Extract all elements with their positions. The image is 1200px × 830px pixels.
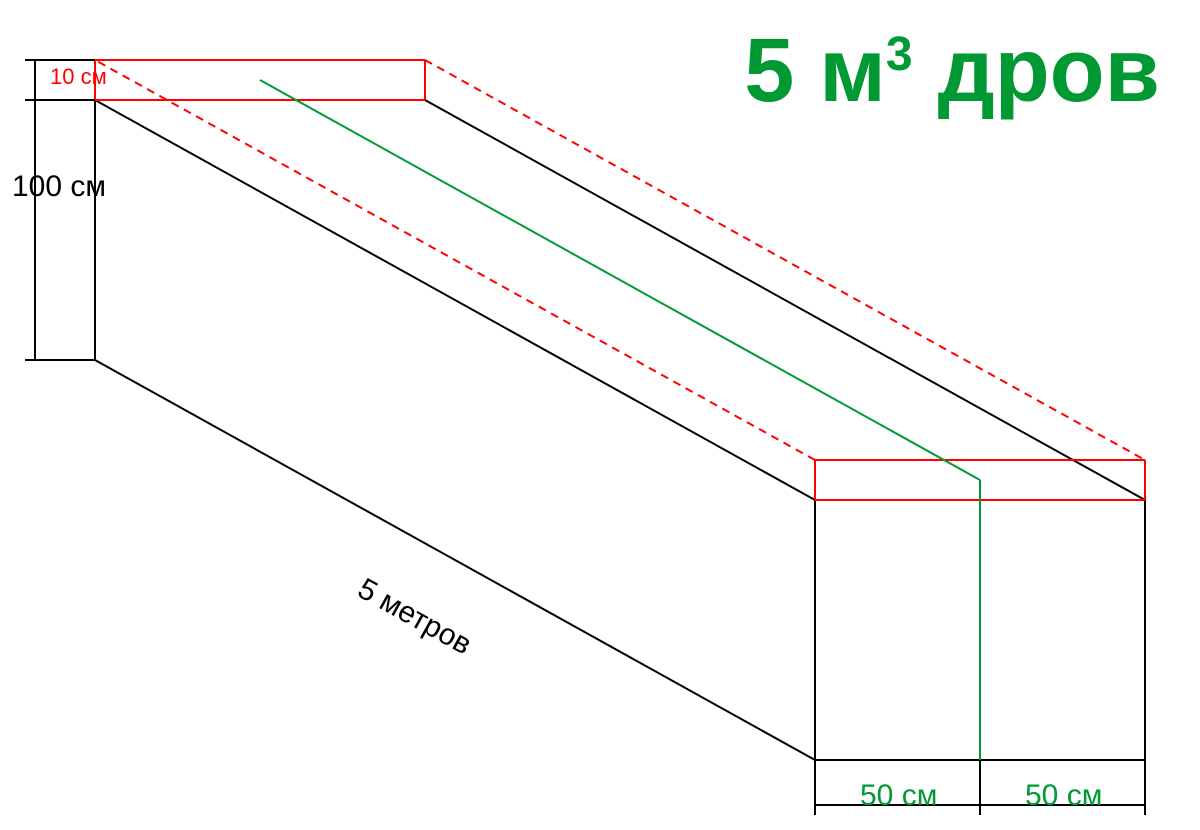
dimension-top-offset: 10 см bbox=[50, 64, 107, 90]
title-suffix: дров bbox=[938, 21, 1160, 121]
title-unit: м3 bbox=[819, 21, 937, 121]
dimension-height: 100 см bbox=[12, 170, 106, 204]
dimension-width-right: 50 см bbox=[1025, 779, 1102, 813]
page-title: 5 м3 дров bbox=[744, 20, 1160, 123]
dimension-width-left: 50 см bbox=[860, 779, 937, 813]
volume-diagram bbox=[0, 0, 1200, 830]
title-value: 5 bbox=[744, 21, 794, 121]
